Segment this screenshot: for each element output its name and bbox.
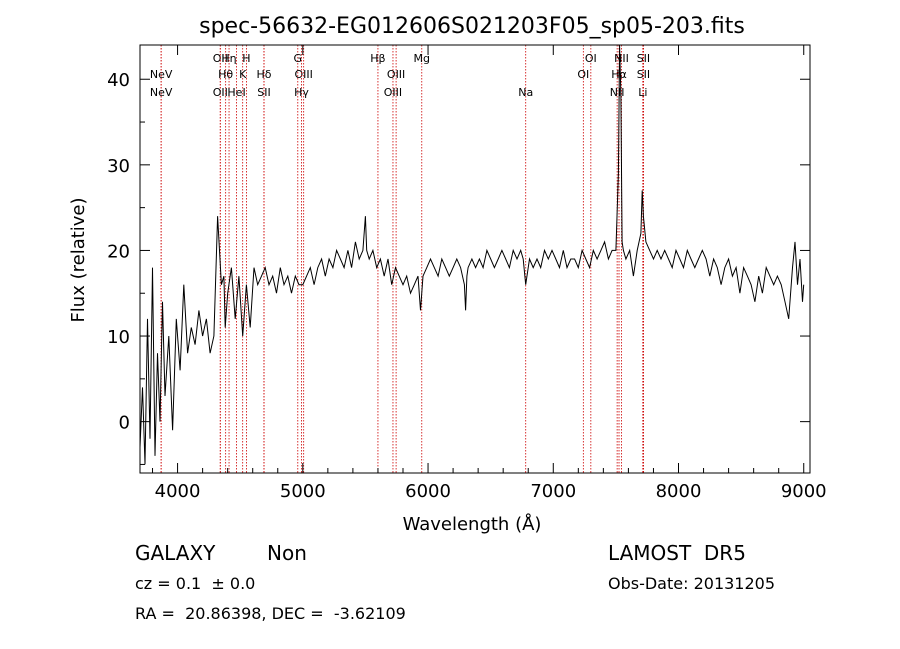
marker-label: NeV: [150, 86, 173, 99]
marker-label: Li: [638, 86, 647, 99]
marker-label: OI: [585, 52, 597, 65]
marker-label: Na: [518, 86, 533, 99]
y-tick-label: 10: [107, 327, 130, 348]
marker-label: Hη: [221, 52, 236, 65]
marker-label: H: [242, 52, 250, 65]
marker-label: K: [239, 68, 247, 81]
coordinates: RA = 20.86398, DEC = -3.62109: [135, 604, 406, 623]
marker-label: NeV: [150, 68, 173, 81]
y-axis-label: Flux (relative): [68, 197, 89, 322]
marker-label: Hγ: [294, 86, 309, 99]
chart-title: spec-56632-EG012606S021203F05_sp05-203.f…: [199, 14, 745, 39]
marker-label: SII: [637, 68, 650, 81]
spectrum-line: [139, 44, 805, 465]
object-class: GALAXY: [135, 541, 216, 565]
y-axis: 0 10 20 30 40: [107, 70, 810, 465]
x-tick-label: 8000: [656, 481, 702, 502]
spectrum-line-group: [139, 44, 805, 465]
marker-label: OI: [577, 68, 589, 81]
x-axis-label: Wavelength (Å): [403, 513, 542, 535]
obs-date: Obs-Date: 20131205: [608, 574, 776, 593]
x-axis: 4000 5000 6000 7000 8000 9000: [152, 45, 827, 502]
redshift-readout: cz = 0.1 ± 0.0: [135, 574, 256, 593]
marker-label: Hβ: [370, 52, 385, 65]
x-tick-label: 6000: [405, 481, 451, 502]
marker-label: NII: [610, 86, 625, 99]
survey-name: LAMOST DR5: [608, 541, 746, 565]
x-tick-label: 9000: [781, 481, 827, 502]
marker-label: SII: [257, 86, 270, 99]
object-subclass: Non: [267, 541, 307, 565]
marker-label: Hθ: [218, 68, 233, 81]
x-tick-label: 5000: [280, 481, 326, 502]
marker-label: OIII: [384, 86, 402, 99]
marker-label: OIII: [294, 68, 312, 81]
y-tick-label: 0: [119, 413, 130, 434]
y-tick-label: 30: [107, 156, 130, 177]
marker-label: Hδ: [256, 68, 271, 81]
marker-label: NII: [614, 52, 629, 65]
x-tick-label: 7000: [530, 481, 576, 502]
marker-label: Mg: [414, 52, 430, 65]
x-tick-label: 4000: [155, 481, 201, 502]
marker-label: OIII: [387, 68, 405, 81]
marker-label: HeI: [227, 86, 245, 99]
y-tick-label: 40: [107, 70, 130, 91]
y-tick-label: 20: [107, 241, 130, 262]
marker-label: G: [294, 52, 303, 65]
marker-label: OII: [213, 86, 228, 99]
emission-line-markers: NeVNeVOIIOIIHθHηHeIKHHδSIIGOIIIHγHβOIIIO…: [150, 45, 650, 473]
plot-frame: [139, 44, 811, 474]
